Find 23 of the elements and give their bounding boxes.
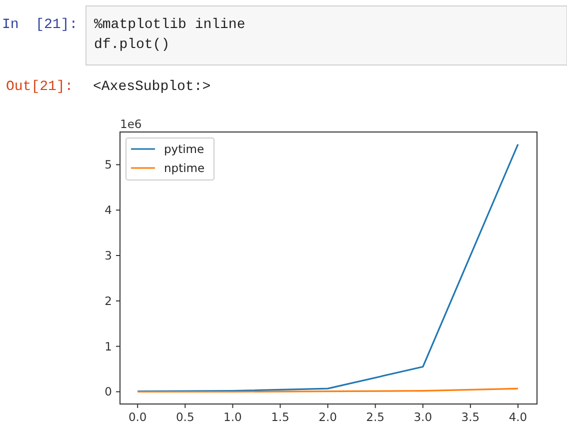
line-series	[136, 143, 519, 392]
x-tick-label: 4.0	[508, 410, 528, 424]
text: Out[21]:	[6, 79, 74, 95]
x-tick-label: 3.0	[414, 410, 432, 424]
y-tick-label: 3	[104, 248, 112, 263]
x-tick-label: 0.0	[128, 410, 147, 424]
y-tick-label: 0	[104, 384, 112, 399]
text: <AxesSubplot:>	[93, 79, 211, 95]
y-tick-label: 4	[104, 203, 112, 218]
y-tick-label: 1	[104, 339, 112, 354]
text: %matplotlib inline df.plot()	[94, 17, 246, 53]
x-tick-label: 2.5	[366, 410, 384, 424]
x-tick-label: 1.0	[224, 410, 242, 424]
legend-label: pytime	[164, 142, 204, 156]
text: 1e6	[120, 117, 142, 131]
x-tick-label: 3.5	[461, 410, 480, 424]
text: In [21]:	[2, 17, 78, 33]
x-tick-label: 0.5	[176, 410, 194, 424]
x-tick-label: 1.5	[271, 410, 290, 424]
x-tick-label: 2.0	[318, 410, 337, 424]
legend-label: nptime	[164, 161, 205, 175]
y-tick-label: 5	[104, 158, 112, 172]
y-tick-label: 2	[104, 294, 112, 308]
